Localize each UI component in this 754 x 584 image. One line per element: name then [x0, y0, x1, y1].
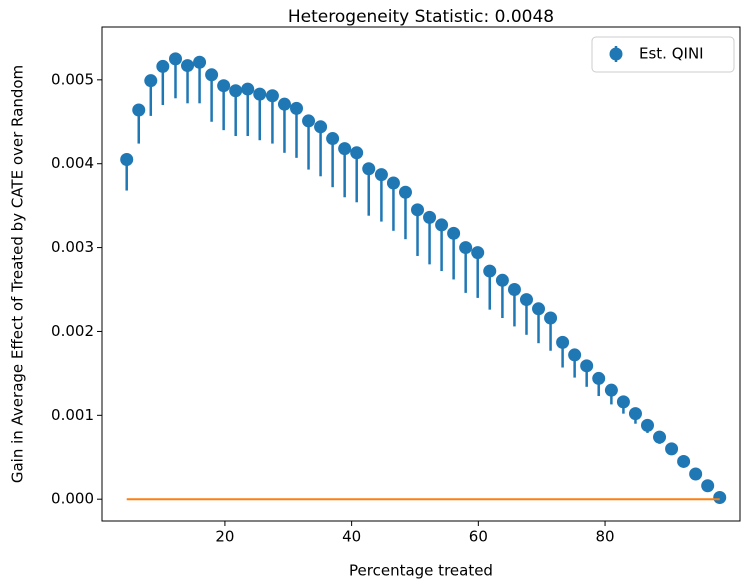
point — [411, 203, 425, 217]
y-tick-label: 0.003 — [51, 238, 94, 256]
point — [701, 479, 715, 493]
point — [568, 348, 582, 362]
point — [713, 491, 727, 505]
point — [205, 68, 219, 82]
point — [653, 430, 667, 444]
point — [471, 246, 485, 260]
y-tick-label: 0.005 — [51, 70, 94, 88]
point — [277, 97, 291, 111]
point — [556, 335, 570, 349]
point — [640, 418, 654, 432]
point — [447, 226, 461, 240]
point — [193, 55, 207, 69]
x-tick-label: 80 — [596, 528, 615, 546]
legend-label: Est. QINI — [639, 45, 704, 63]
legend-swatch — [609, 47, 623, 61]
point — [132, 103, 146, 117]
y-tick-label: 0.004 — [51, 154, 94, 172]
point — [217, 79, 231, 93]
point — [386, 176, 400, 190]
point — [229, 84, 243, 98]
point — [677, 454, 691, 468]
point — [507, 283, 521, 297]
y-tick-label: 0.000 — [51, 490, 94, 508]
point — [362, 162, 376, 176]
y-tick-label: 0.001 — [51, 406, 94, 424]
point — [181, 59, 195, 73]
point — [665, 442, 679, 456]
point — [689, 467, 703, 481]
point — [398, 185, 412, 199]
point — [519, 293, 533, 307]
point — [435, 218, 449, 232]
point — [120, 153, 134, 167]
point — [241, 82, 255, 96]
point — [156, 59, 170, 73]
point — [374, 168, 388, 182]
point — [314, 120, 328, 134]
point — [302, 114, 316, 128]
point — [265, 89, 279, 103]
point — [253, 87, 267, 101]
point — [350, 146, 364, 160]
x-tick-label: 20 — [215, 528, 234, 546]
point — [592, 371, 606, 385]
point — [544, 311, 558, 325]
x-tick-label: 40 — [342, 528, 361, 546]
point — [290, 101, 304, 115]
x-tick-label: 60 — [469, 528, 488, 546]
point — [326, 132, 340, 146]
point — [144, 74, 158, 88]
point — [604, 383, 618, 397]
point — [483, 264, 497, 278]
legend-box — [591, 36, 735, 73]
x-axis-label: Percentage treated — [349, 562, 493, 580]
point — [628, 407, 642, 421]
point — [616, 395, 630, 409]
point — [168, 52, 182, 66]
point — [423, 210, 437, 224]
point — [338, 142, 352, 156]
y-axis-label: Gain in Average Effect of Treated by CAT… — [9, 65, 27, 483]
point — [495, 273, 509, 287]
point — [532, 302, 546, 316]
point — [580, 359, 594, 373]
plot-frame — [101, 26, 741, 522]
chart-title: Heterogeneity Statistic: 0.0048 — [288, 7, 554, 27]
y-tick-label: 0.002 — [51, 322, 94, 340]
point — [459, 241, 473, 255]
